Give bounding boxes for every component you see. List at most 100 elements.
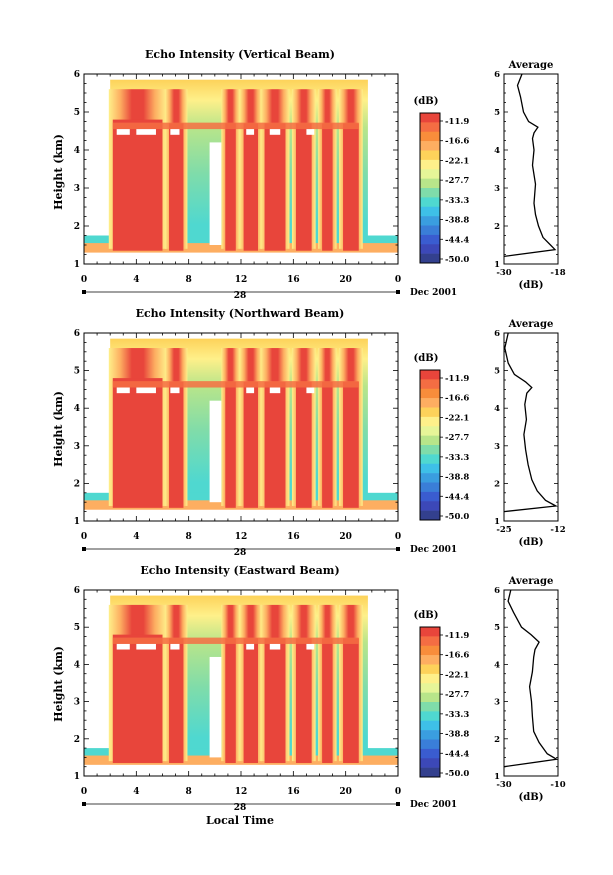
colorbar-swatch bbox=[420, 758, 440, 768]
colorbar-swatch bbox=[420, 720, 440, 731]
profile-frame bbox=[503, 73, 559, 265]
missing-data-patch bbox=[306, 387, 315, 394]
missing-data-patch bbox=[136, 643, 156, 650]
profile-y-tick-label: 5 bbox=[494, 367, 500, 377]
colorbar-swatch bbox=[420, 159, 440, 170]
panel-vertical-beam: Echo Intensity (Vertical Beam) Height (k… bbox=[52, 48, 457, 301]
y-tick-label: 6 bbox=[74, 329, 80, 339]
echo-column bbox=[225, 123, 236, 251]
colorbar-swatch bbox=[420, 113, 440, 123]
missing-data-patch bbox=[116, 643, 130, 650]
colorbar-swatch bbox=[420, 463, 440, 474]
profile-y-tick-label: 6 bbox=[494, 586, 500, 596]
colorbar-swatch bbox=[420, 702, 440, 712]
date-month-year-label: Dec 2001 bbox=[410, 800, 457, 810]
echo-column bbox=[243, 381, 259, 508]
x-axis-label: Local Time bbox=[206, 814, 274, 827]
x-tick-label: 0 bbox=[81, 275, 87, 285]
panel-northward-beam: Echo Intensity (Northward Beam) Height (… bbox=[52, 307, 457, 558]
x-tick-label: 0 bbox=[81, 532, 87, 542]
colorbar-tick-label: -27.7 bbox=[445, 433, 469, 443]
no-echo-gap bbox=[209, 142, 222, 245]
colorbar-unit-label: (dB) bbox=[414, 610, 439, 621]
missing-data-patch bbox=[269, 643, 281, 650]
date-month-year-label: Dec 2001 bbox=[410, 545, 457, 555]
colorbar-swatch bbox=[420, 510, 440, 521]
echo-column bbox=[225, 381, 236, 508]
missing-data-patch bbox=[170, 129, 180, 135]
colorbar-swatch bbox=[420, 206, 440, 217]
y-tick-label: 1 bbox=[74, 260, 80, 270]
y-tick-label: 1 bbox=[74, 772, 80, 782]
colorbar-swatch bbox=[420, 473, 440, 483]
y-tick-label: 3 bbox=[74, 442, 80, 452]
y-tick-label: 4 bbox=[74, 146, 80, 156]
colorbar-swatch bbox=[420, 730, 440, 740]
y-tick-label: 4 bbox=[74, 404, 80, 414]
colorbar-swatch bbox=[420, 197, 440, 208]
colorbar-unit-label: (dB) bbox=[414, 353, 439, 364]
colorbar-swatch bbox=[420, 692, 440, 703]
profile-title: Average bbox=[508, 576, 554, 587]
heatmap-eastward bbox=[83, 589, 399, 777]
missing-data-patch bbox=[116, 387, 130, 394]
colorbar-swatch bbox=[420, 636, 440, 647]
missing-data-patch bbox=[170, 387, 180, 394]
colorbar-tick-label: -11.9 bbox=[445, 117, 469, 127]
profile-y-tick-label: 2 bbox=[494, 222, 500, 232]
echo-column bbox=[343, 638, 359, 763]
colorbar-swatch bbox=[420, 435, 440, 446]
colorbar-swatch bbox=[420, 491, 440, 502]
colorbar-tick-label: -38.8 bbox=[445, 216, 469, 226]
x-tick-labels: 0 4 8 12 16 20 0 bbox=[81, 275, 401, 285]
colorbar-tick-label: -22.1 bbox=[445, 156, 469, 166]
colorbar-swatch bbox=[420, 627, 440, 637]
x-tick-label: 16 bbox=[287, 275, 300, 285]
y-axis-label: Height (km) bbox=[52, 391, 65, 467]
colorbar-tick-label: -50.0 bbox=[445, 255, 469, 265]
x-tick-label: 8 bbox=[186, 275, 192, 285]
missing-data-patch bbox=[136, 387, 156, 394]
colorbar-tick-label: -22.1 bbox=[445, 413, 469, 423]
x-tick-label: 4 bbox=[133, 532, 139, 542]
profile-y-tick-label: 4 bbox=[494, 146, 500, 156]
colorbar-unit-label: (dB) bbox=[414, 96, 439, 107]
date-axis-start-marker bbox=[82, 802, 86, 806]
x-tick-label: 4 bbox=[133, 787, 139, 797]
missing-data-patch bbox=[246, 387, 255, 394]
colorbar-swatch bbox=[420, 767, 440, 778]
echo-column bbox=[295, 123, 312, 251]
echo-column bbox=[295, 638, 312, 763]
date-axis-end-marker bbox=[396, 290, 400, 294]
colorbar-tick-label: -16.6 bbox=[445, 651, 469, 661]
colorbar-swatch bbox=[420, 169, 440, 179]
colorbar-2: (dB) -11.9 -16.6 -22.1 -27.7 -33.3 -38.8 -44.4 -… bbox=[414, 353, 470, 522]
echo-column bbox=[295, 381, 312, 508]
y-axis-label: Height (km) bbox=[52, 134, 65, 210]
profile-x-tick-label: -25 bbox=[496, 525, 511, 535]
missing-data-patch bbox=[269, 129, 281, 135]
profile-y-tick-label: 2 bbox=[494, 479, 500, 489]
profile-line bbox=[503, 73, 557, 258]
colorbar-swatch bbox=[420, 122, 440, 133]
colorbar-tick-label: -44.4 bbox=[445, 749, 469, 759]
echo-column bbox=[112, 634, 163, 763]
missing-data-patch bbox=[246, 129, 255, 135]
echo-column bbox=[343, 123, 359, 251]
y-tick-label: 2 bbox=[74, 222, 80, 232]
colorbar-swatch bbox=[420, 225, 440, 236]
x-tick-label: 12 bbox=[235, 532, 248, 542]
bright-band bbox=[112, 637, 359, 644]
x-tick-label: 0 bbox=[395, 787, 401, 797]
colorbar-frame bbox=[419, 626, 441, 778]
x-tick-label: 20 bbox=[339, 532, 352, 542]
profile-y-tick-label: 2 bbox=[494, 735, 500, 745]
bright-band bbox=[112, 122, 359, 130]
missing-data-patch bbox=[116, 129, 130, 135]
colorbar-swatch bbox=[420, 454, 440, 465]
bright-band bbox=[112, 381, 359, 388]
missing-data-patch bbox=[306, 643, 315, 650]
echo-column bbox=[169, 381, 184, 508]
date-axis-start-marker bbox=[82, 547, 86, 551]
